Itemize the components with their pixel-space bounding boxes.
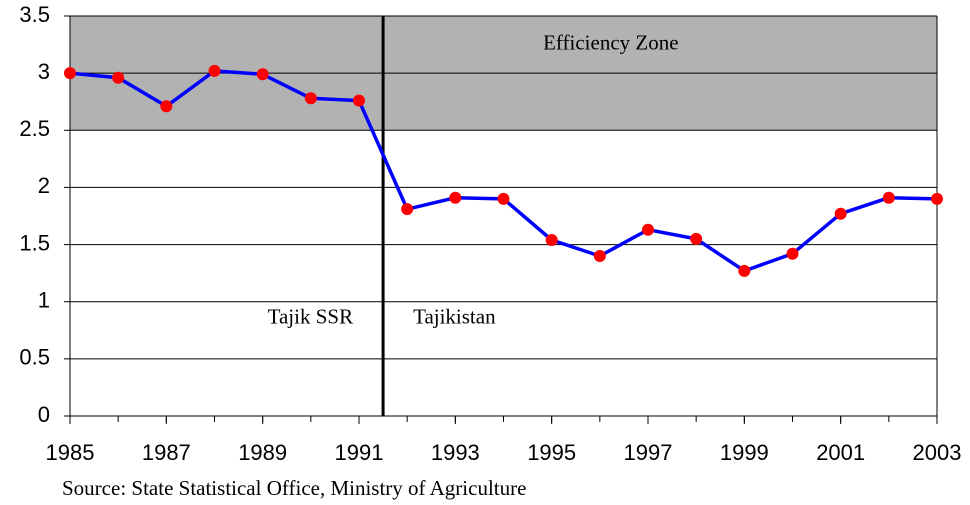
data-point	[882, 191, 895, 204]
data-point	[64, 67, 76, 80]
data-point	[256, 68, 269, 81]
data-point	[834, 207, 847, 220]
data-point	[401, 203, 414, 216]
data-point	[738, 264, 751, 277]
data-point	[786, 247, 799, 260]
x-tick-label: 1997	[624, 440, 673, 465]
x-tick-label: 1987	[142, 440, 191, 465]
y-tick-label: 3.5	[19, 2, 50, 27]
zone-label: Efficiency Zone	[543, 30, 678, 54]
data-point	[545, 234, 558, 246]
y-tick-label: 0	[38, 402, 50, 427]
source-note: Source: State Statistical Office, Minist…	[62, 476, 526, 500]
y-tick-label: 3	[38, 59, 50, 84]
y-tick-label: 1	[38, 288, 50, 313]
data-point	[353, 94, 365, 107]
data-point	[593, 250, 606, 262]
x-tick-label: 1989	[238, 440, 287, 465]
y-tick-label: 2.5	[19, 116, 50, 141]
divider-left-label: Tajik SSR	[268, 305, 353, 329]
x-tick-label: 1993	[431, 440, 480, 465]
y-tick-label: 2	[38, 173, 50, 198]
data-point	[690, 232, 703, 245]
data-point	[449, 191, 462, 204]
x-tick-label: 2001	[816, 440, 865, 465]
data-point	[208, 64, 221, 77]
data-point	[112, 71, 125, 84]
y-tick-label: 0.5	[19, 345, 50, 370]
data-point	[304, 92, 317, 105]
x-tick-label: 1995	[527, 440, 576, 465]
data-point	[642, 223, 654, 236]
data-point	[497, 192, 510, 205]
x-tick-label: 1991	[335, 440, 384, 465]
x-tick-label: 2003	[913, 440, 962, 465]
x-tick-label: 1985	[46, 440, 95, 465]
x-tick-label: 1999	[720, 440, 769, 465]
y-tick-label: 1.5	[19, 230, 50, 255]
data-point	[931, 192, 943, 205]
divider-right-label: Tajikistan	[413, 305, 496, 329]
data-point	[160, 100, 173, 113]
